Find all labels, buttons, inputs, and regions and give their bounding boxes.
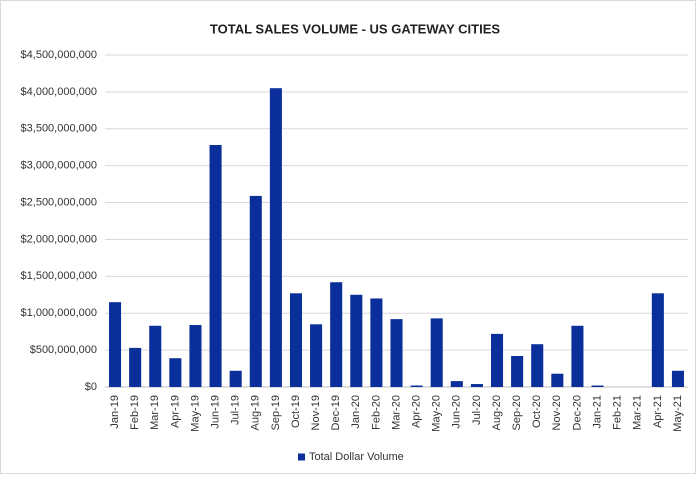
x-tick-label: Dec-19 xyxy=(330,395,342,430)
x-tick-label: Apr-20 xyxy=(411,395,423,428)
bar xyxy=(430,318,443,387)
x-tick-label: Oct-19 xyxy=(290,395,302,428)
bar xyxy=(410,385,423,387)
x-tick-label: Mar-20 xyxy=(390,395,402,430)
legend-swatch xyxy=(298,453,305,461)
x-tick-label: May-19 xyxy=(189,395,201,432)
x-tick-label: Jan-20 xyxy=(350,395,362,429)
bar xyxy=(591,385,604,387)
x-tick-label: Sep-19 xyxy=(270,395,282,430)
x-tick-label: May-20 xyxy=(431,395,443,432)
x-tick-label: Apr-19 xyxy=(169,395,181,428)
bar xyxy=(209,145,222,387)
bar xyxy=(289,293,303,387)
x-tick-label: Nov-20 xyxy=(551,395,563,430)
x-tick-label: Jan-21 xyxy=(591,395,603,429)
bar xyxy=(129,347,142,387)
x-tick-label: Sep-20 xyxy=(511,395,523,430)
bar xyxy=(390,319,403,387)
y-tick-label: $2,500,000,000 xyxy=(21,196,97,208)
x-tick-label: Feb-20 xyxy=(370,395,382,430)
bar xyxy=(330,282,343,387)
bar xyxy=(490,333,504,387)
bar xyxy=(249,195,262,387)
y-tick-label: $2,000,000,000 xyxy=(21,233,97,245)
x-tick-label: Jul-19 xyxy=(230,395,242,425)
chart-title: TOTAL SALES VOLUME - US GATEWAY CITIES xyxy=(210,21,500,36)
y-tick-label: $1,500,000,000 xyxy=(21,270,97,282)
bar xyxy=(651,293,664,387)
bar xyxy=(310,324,323,387)
x-tick-label: Aug-19 xyxy=(250,395,262,430)
bar xyxy=(531,344,544,387)
bar xyxy=(571,325,584,387)
bar xyxy=(671,370,684,387)
x-tick-label: Jan-19 xyxy=(109,395,121,429)
x-tick-label: Oct-20 xyxy=(531,395,543,428)
y-tick-label: $1,000,000,000 xyxy=(21,307,97,319)
x-tick-label: Apr-21 xyxy=(652,395,664,428)
bar xyxy=(350,294,363,387)
bar xyxy=(551,373,564,387)
bar xyxy=(229,370,242,387)
y-tick-label: $3,500,000,000 xyxy=(21,123,97,135)
x-tick-label: Dec-20 xyxy=(571,395,583,430)
x-tick-label: Jun-19 xyxy=(209,395,221,429)
bar xyxy=(189,325,202,387)
y-tick-label: $4,000,000,000 xyxy=(21,86,97,98)
bar xyxy=(169,358,182,387)
y-tick-label: $4,500,000,000 xyxy=(21,49,97,61)
x-tick-label: Nov-19 xyxy=(310,395,322,430)
x-tick-label: Mar-21 xyxy=(632,395,644,430)
x-tick-label: May-21 xyxy=(672,395,684,432)
y-tick-label: $3,000,000,000 xyxy=(21,160,97,172)
y-tick-label: $0 xyxy=(85,381,97,393)
x-tick-label: Jun-20 xyxy=(451,395,463,429)
bar xyxy=(370,298,383,387)
y-tick-label: $500,000,000 xyxy=(30,344,97,356)
bar xyxy=(450,381,463,387)
bar xyxy=(511,356,524,387)
x-tick-label: Feb-19 xyxy=(129,395,141,430)
x-tick-label: Jul-20 xyxy=(471,395,483,425)
legend-label: Total Dollar Volume xyxy=(309,451,404,463)
bar xyxy=(269,88,282,387)
x-tick-label: Feb-21 xyxy=(612,395,624,430)
bar xyxy=(149,325,162,387)
bar xyxy=(109,302,122,387)
x-tick-label: Aug-20 xyxy=(491,395,503,430)
bar xyxy=(470,384,483,387)
x-tick-label: Mar-19 xyxy=(149,395,161,430)
